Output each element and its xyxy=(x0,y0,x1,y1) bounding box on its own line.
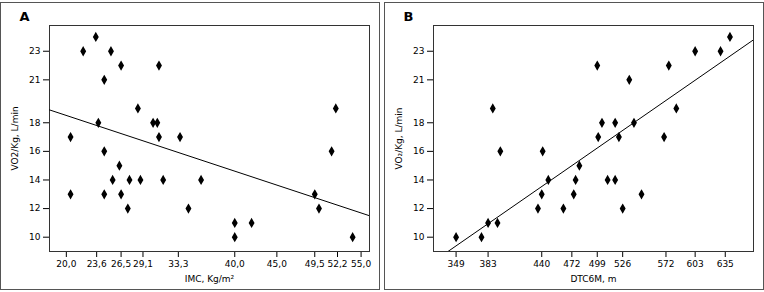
svg-text:10: 10 xyxy=(413,232,425,242)
svg-text:23: 23 xyxy=(413,46,424,56)
svg-text:383: 383 xyxy=(479,259,496,269)
svg-text:349: 349 xyxy=(447,259,464,269)
svg-text:26,5: 26,5 xyxy=(111,259,131,269)
svg-text:10: 10 xyxy=(29,232,41,242)
svg-text:33,3: 33,3 xyxy=(168,259,188,269)
svg-text:21: 21 xyxy=(413,75,424,85)
svg-text:IMC, Kg/m²: IMC, Kg/m² xyxy=(185,274,235,284)
svg-text:16: 16 xyxy=(29,146,41,156)
svg-text:526: 526 xyxy=(614,259,631,269)
svg-text:14: 14 xyxy=(413,175,425,185)
svg-text:472: 472 xyxy=(563,259,580,269)
svg-text:12: 12 xyxy=(413,203,424,213)
svg-text:21: 21 xyxy=(29,75,40,85)
svg-text:29,1: 29,1 xyxy=(133,259,153,269)
svg-text:18: 18 xyxy=(413,118,425,128)
svg-text:16: 16 xyxy=(413,146,425,156)
svg-text:VO2/Kg, L/min: VO2/Kg, L/min xyxy=(10,106,20,170)
svg-text:A: A xyxy=(20,9,30,24)
svg-text:40,0: 40,0 xyxy=(225,259,245,269)
svg-text:B: B xyxy=(404,9,414,24)
svg-text:DTC6M, m: DTC6M, m xyxy=(570,274,616,284)
svg-text:52,2: 52,2 xyxy=(327,259,347,269)
svg-text:14: 14 xyxy=(29,175,41,185)
svg-text:440: 440 xyxy=(533,259,550,269)
svg-text:603: 603 xyxy=(687,259,704,269)
svg-text:23: 23 xyxy=(29,46,40,56)
svg-text:12: 12 xyxy=(29,203,40,213)
svg-text:55,0: 55,0 xyxy=(351,259,371,269)
svg-text:45,0: 45,0 xyxy=(267,259,287,269)
svg-text:572: 572 xyxy=(657,259,674,269)
svg-text:VO₂/Kg, L/min: VO₂/Kg, L/min xyxy=(394,107,404,169)
svg-text:49,5: 49,5 xyxy=(305,259,325,269)
svg-text:499: 499 xyxy=(589,259,606,269)
svg-text:20,0: 20,0 xyxy=(56,259,76,269)
svg-text:635: 635 xyxy=(717,259,734,269)
svg-text:23,6: 23,6 xyxy=(87,259,107,269)
svg-text:18: 18 xyxy=(29,118,41,128)
